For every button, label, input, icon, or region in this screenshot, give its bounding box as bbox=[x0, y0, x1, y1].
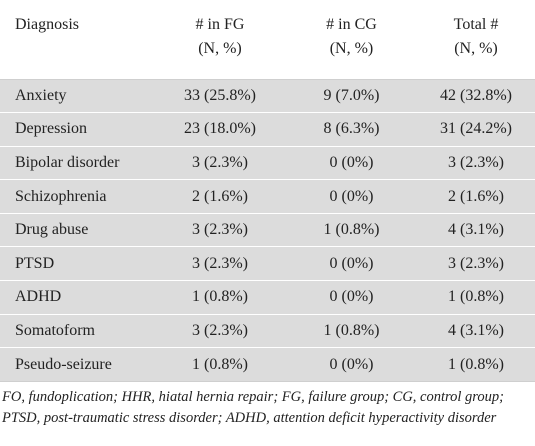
cell-fg: 3 (2.3%) bbox=[192, 321, 248, 339]
cell-total: 31 (24.2%) bbox=[440, 120, 512, 138]
cell-total: 42 (32.8%) bbox=[440, 86, 512, 104]
header-cg: # in CG (N, %) bbox=[286, 0, 417, 79]
cell-fg: 2 (1.6%) bbox=[192, 187, 248, 205]
cell-cg: 0 (0%) bbox=[329, 254, 374, 272]
cell-fg: 3 (2.3%) bbox=[192, 153, 248, 171]
table-footnote: FO, fundoplication; HHR, hiatal hernia r… bbox=[2, 388, 504, 426]
cell-fg: 1 (0.8%) bbox=[192, 288, 248, 306]
table-header: Diagnosis # in FG (N, %) # in CG (N, %) … bbox=[0, 0, 535, 79]
cell-diagnosis: Drug abuse bbox=[15, 221, 89, 239]
header-fg-unit: (N, %) bbox=[198, 40, 242, 57]
cell-cg: 0 (0%) bbox=[329, 153, 374, 171]
cell-total: 4 (3.1%) bbox=[448, 321, 504, 339]
cell-total: 1 (0.8%) bbox=[448, 355, 504, 373]
diagnosis-table: Diagnosis # in FG (N, %) # in CG (N, %) … bbox=[0, 0, 535, 382]
cell-fg: 3 (2.3%) bbox=[192, 221, 248, 239]
header-total-unit: (N, %) bbox=[454, 40, 498, 57]
cell-cg: 1 (0.8%) bbox=[323, 221, 380, 239]
cell-diagnosis: Schizophrenia bbox=[15, 187, 107, 205]
table-row: ADHD 1 (0.8%) 0 (0%) 1 (0.8%) bbox=[0, 280, 535, 315]
cell-diagnosis: Bipolar disorder bbox=[15, 153, 120, 171]
cell-cg: 8 (6.3%) bbox=[323, 120, 380, 138]
cell-cg: 1 (0.8%) bbox=[323, 321, 380, 339]
cell-fg: 1 (0.8%) bbox=[192, 355, 248, 373]
cell-total: 3 (2.3%) bbox=[448, 153, 504, 171]
table-body: Anxiety 33 (25.8%) 9 (7.0%) 42 (32.8%) D… bbox=[0, 79, 535, 382]
diagnosis-table-figure: Diagnosis # in FG (N, %) # in CG (N, %) … bbox=[0, 0, 535, 426]
table-row: Drug abuse 3 (2.3%) 1 (0.8%) 4 (3.1%) bbox=[0, 213, 535, 247]
cell-diagnosis: Pseudo-seizure bbox=[15, 355, 112, 373]
cell-total: 3 (2.3%) bbox=[448, 254, 504, 272]
header-row: Diagnosis # in FG (N, %) # in CG (N, %) … bbox=[0, 0, 535, 79]
cell-cg: 0 (0%) bbox=[329, 355, 374, 373]
table-row: Pseudo-seizure 1 (0.8%) 0 (0%) 1 (0.8%) bbox=[0, 347, 535, 382]
cell-total: 1 (0.8%) bbox=[448, 288, 504, 306]
cell-fg: 23 (18.0%) bbox=[184, 120, 256, 138]
header-fg: # in FG (N, %) bbox=[154, 0, 286, 79]
header-cg-unit: (N, %) bbox=[329, 40, 374, 57]
header-diagnosis-label: Diagnosis bbox=[15, 16, 79, 33]
cell-diagnosis: Depression bbox=[15, 120, 87, 138]
header-fg-label: # in FG bbox=[195, 16, 245, 33]
cell-fg: 33 (25.8%) bbox=[184, 86, 256, 104]
cell-diagnosis: PTSD bbox=[15, 254, 55, 272]
table-row: Bipolar disorder 3 (2.3%) 0 (0%) 3 (2.3%… bbox=[0, 146, 535, 180]
cell-diagnosis: Anxiety bbox=[15, 86, 67, 104]
header-cg-label: # in CG bbox=[326, 16, 377, 33]
table-row: Schizophrenia 2 (1.6%) 0 (0%) 2 (1.6%) bbox=[0, 179, 535, 214]
cell-cg: 0 (0%) bbox=[329, 187, 374, 205]
table-row: PTSD 3 (2.3%) 0 (0%) 3 (2.3%) bbox=[0, 246, 535, 281]
cell-diagnosis: Somatoform bbox=[15, 321, 95, 339]
table-row: Depression 23 (18.0%) 8 (6.3%) 31 (24.2%… bbox=[0, 112, 535, 147]
table-row: Somatoform 3 (2.3%) 1 (0.8%) 4 (3.1%) bbox=[0, 314, 535, 348]
header-total: Total # (N, %) bbox=[417, 0, 535, 79]
cell-cg: 0 (0%) bbox=[329, 288, 374, 306]
cell-total: 2 (1.6%) bbox=[448, 187, 504, 205]
table-row: Anxiety 33 (25.8%) 9 (7.0%) 42 (32.8%) bbox=[0, 79, 535, 113]
header-total-label: Total # bbox=[453, 16, 499, 33]
cell-cg: 9 (7.0%) bbox=[323, 86, 380, 104]
header-diagnosis: Diagnosis bbox=[0, 0, 154, 79]
cell-fg: 3 (2.3%) bbox=[192, 254, 248, 272]
cell-total: 4 (3.1%) bbox=[448, 221, 504, 239]
cell-diagnosis: ADHD bbox=[15, 288, 62, 306]
